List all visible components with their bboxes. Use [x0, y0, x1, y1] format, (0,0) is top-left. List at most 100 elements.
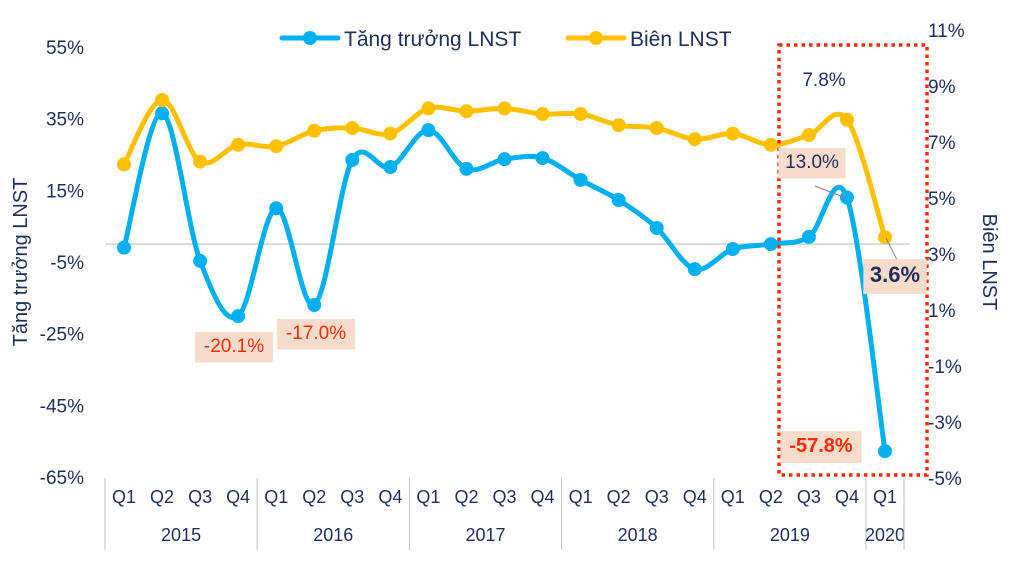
quarter-label: Q2: [454, 487, 478, 507]
highlight-box: [777, 43, 929, 477]
right-axis-tick-label: -5%: [928, 469, 962, 490]
right-axis-tick-label: 9%: [928, 77, 956, 98]
legend-label: Biên LNST: [630, 28, 732, 51]
data-point-growth: [839, 190, 854, 205]
year-label: 2019: [770, 525, 810, 545]
data-point-margin: [383, 126, 398, 141]
data-point-margin: [117, 157, 131, 172]
left-axis-tick-label: -45%: [40, 396, 84, 417]
data-point-margin: [878, 230, 892, 245]
data-label-background: [780, 431, 862, 463]
quarter-label: Q3: [340, 487, 364, 507]
left-axis-title: Tăng trưởng LNST: [10, 178, 32, 347]
data-label: 3.6%: [870, 262, 920, 287]
right-axis-tick-label: 5%: [928, 189, 956, 210]
year-label: 2016: [313, 525, 353, 545]
data-point-growth: [573, 172, 588, 187]
data-label-background: [863, 259, 927, 294]
data-point-margin: [459, 104, 474, 119]
data-point-growth: [421, 123, 436, 138]
quarter-label: Q2: [150, 487, 174, 507]
leader-line: [885, 237, 898, 261]
data-point-growth: [117, 240, 131, 255]
data-point-growth: [383, 160, 398, 175]
data-point-growth: [459, 161, 474, 176]
left-axis-tick-label: -25%: [40, 325, 84, 346]
quarter-label: Q3: [492, 487, 516, 507]
quarter-label: Q4: [378, 487, 402, 507]
leader-line: [814, 185, 847, 199]
right-axis-title: Biên LNST: [978, 214, 1000, 311]
data-point-growth: [535, 151, 550, 166]
left-axis-tick-label: -65%: [40, 468, 84, 489]
data-point-growth: [497, 152, 512, 167]
data-label: -57.8%: [789, 435, 853, 457]
data-point-margin: [763, 137, 778, 152]
right-axis-tick-label: 11%: [928, 21, 965, 42]
quarter-label: Q3: [645, 487, 669, 507]
data-point-growth: [155, 106, 170, 121]
left-axis-tick-label: 35%: [46, 110, 84, 131]
quarter-label: Q2: [607, 487, 631, 507]
data-point-margin: [307, 123, 322, 138]
data-point-margin: [231, 137, 246, 152]
data-point-margin: [497, 101, 512, 116]
data-point-margin: [801, 128, 816, 142]
left-axis-tick-label: 55%: [46, 38, 84, 59]
data-point-growth: [231, 309, 246, 324]
right-axis-tick-label: 3%: [928, 245, 956, 266]
right-axis-tick-label: 7%: [928, 133, 956, 154]
data-point-margin: [611, 118, 626, 133]
quarter-label: Q3: [188, 487, 212, 507]
quarter-label: Q4: [531, 487, 555, 507]
data-point-margin: [535, 107, 550, 121]
quarter-label: Q1: [569, 487, 593, 507]
quarter-label: Q4: [835, 487, 859, 507]
series-line-margin: [121, 97, 888, 238]
left-axis-tick-label: 15%: [46, 181, 84, 202]
year-label: 2017: [465, 525, 505, 545]
quarter-label: Q1: [112, 487, 136, 507]
quarter-label: Q2: [302, 487, 326, 507]
data-point-growth: [687, 262, 702, 277]
data-label-background: [277, 318, 355, 350]
data-point-margin: [345, 121, 360, 135]
right-axis-tick-label: -1%: [928, 357, 962, 378]
quarter-label: Q4: [683, 487, 707, 507]
quarter-label: Q1: [264, 487, 288, 507]
data-point-margin: [421, 101, 436, 116]
data-point-growth: [801, 229, 816, 244]
data-point-margin: [687, 132, 702, 147]
quarter-label: Q2: [759, 487, 783, 507]
data-point-margin: [649, 121, 664, 135]
data-point-growth: [611, 193, 626, 208]
data-point-growth: [725, 242, 740, 257]
quarter-label: Q1: [416, 487, 440, 507]
right-axis-tick-label: -3%: [928, 413, 962, 434]
data-point-growth: [269, 201, 284, 216]
year-label: 2020: [865, 525, 905, 545]
data-label-background: [195, 331, 273, 363]
data-point-margin: [193, 154, 208, 169]
data-label: -20.1%: [204, 336, 264, 357]
data-point-margin: [573, 107, 588, 121]
data-point-margin: [839, 112, 854, 127]
year-label: 2015: [161, 525, 201, 545]
left-axis-tick-label: -5%: [50, 253, 84, 274]
data-point-growth: [649, 220, 664, 235]
data-label: 13.0%: [785, 152, 839, 173]
data-point-growth: [345, 152, 360, 167]
legend-marker: [589, 31, 603, 45]
data-label-background: [778, 147, 846, 179]
year-label: 2018: [618, 525, 658, 545]
data-point-growth: [763, 237, 778, 252]
legend-marker: [303, 31, 317, 45]
quarter-label: Q1: [873, 487, 897, 507]
data-label: -17.0%: [286, 323, 346, 344]
data-point-margin: [725, 126, 740, 141]
right-axis-tick-label: 1%: [928, 301, 956, 322]
quarter-label: Q3: [797, 487, 821, 507]
data-point-growth: [307, 298, 322, 312]
quarter-label: Q1: [721, 487, 745, 507]
